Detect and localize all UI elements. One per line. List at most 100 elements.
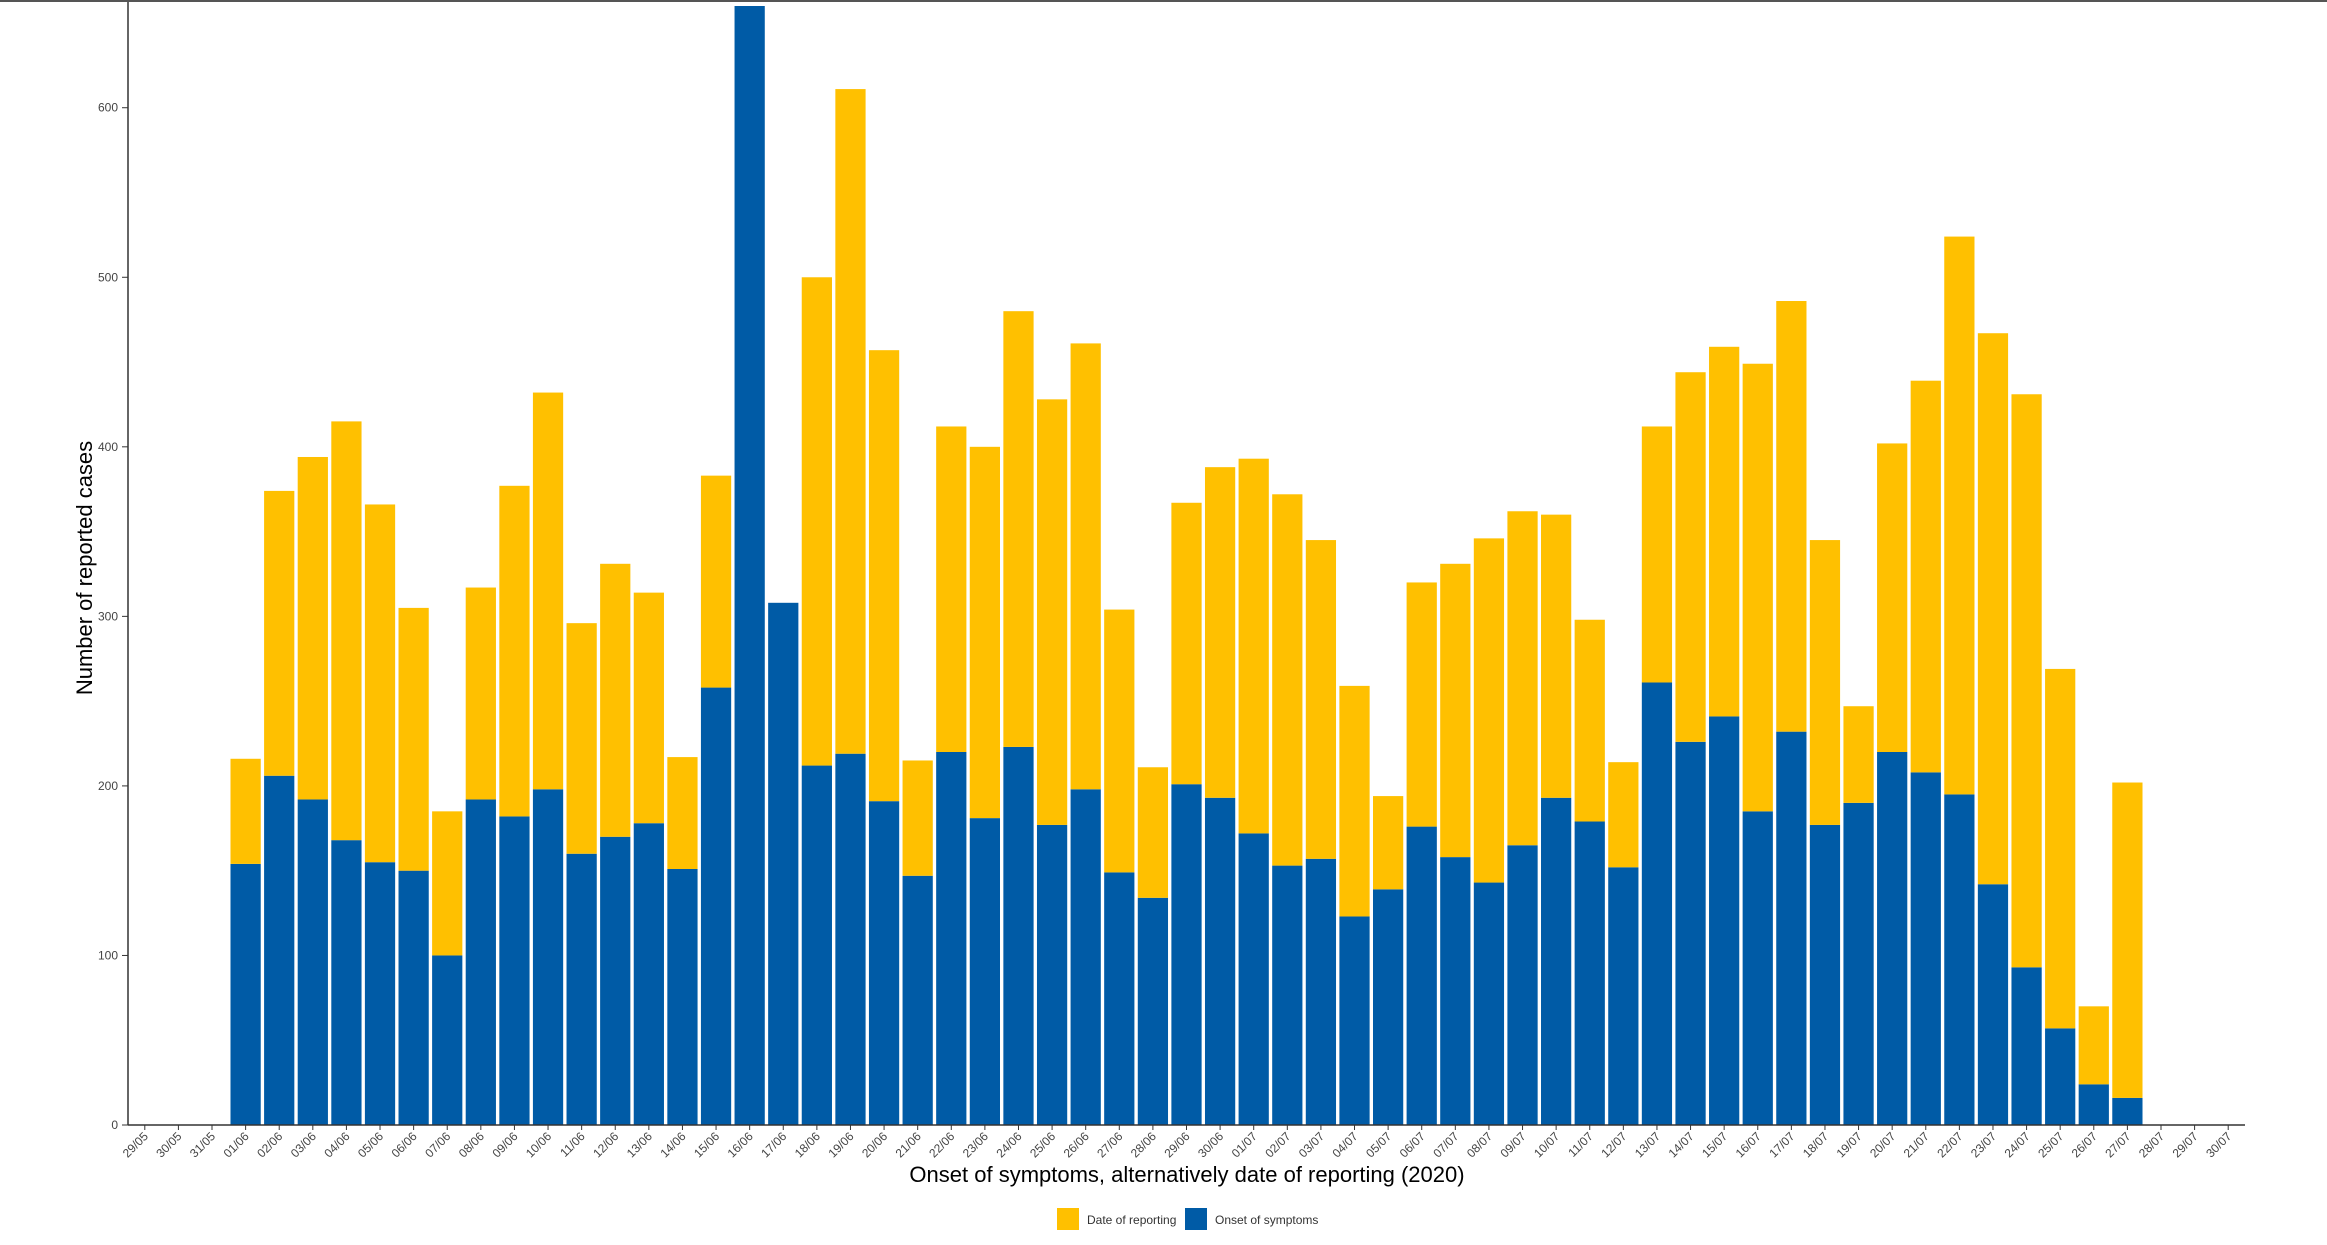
bar-onset-29-06 [1171,784,1202,1125]
x-tick-label: 07/06 [422,1129,453,1160]
bar-reporting-17-07 [1776,301,1807,732]
bar-reporting-05-06 [364,504,396,863]
x-tick-label: 10/06 [523,1129,554,1160]
x-tick-label: 26/07 [2069,1129,2100,1160]
y-tick-label: 100 [98,948,118,962]
bar-onset-06-06 [398,870,429,1125]
bar-onset-12-07 [1608,867,1639,1125]
x-tick-label: 28/07 [2136,1129,2167,1160]
x-tick-label: 03/06 [288,1129,319,1160]
x-tick-label: 16/06 [725,1129,756,1160]
bar-reporting-11-06 [566,623,597,854]
bar-reporting-27-07 [2112,782,2143,1098]
bar-reporting-23-07 [1977,333,2009,885]
bar-reporting-30-06 [1204,467,1236,798]
x-tick-label: 29/05 [120,1129,151,1160]
legend-label-reporting: Date of reporting [1087,1213,1176,1227]
bar-onset-18-07 [1809,824,1841,1125]
bar-reporting-11-07 [1574,619,1605,822]
bar-reporting-05-07 [1373,796,1404,890]
bar-onset-10-07 [1541,797,1572,1125]
x-tick-label: 19/07 [1834,1129,1865,1160]
x-tick-label: 25/06 [1027,1129,1058,1160]
bar-reporting-06-07 [1406,582,1437,827]
x-tick-label: 26/06 [1061,1129,1092,1160]
bar-onset-05-07 [1373,889,1404,1125]
bar-onset-19-07 [1843,802,1874,1125]
bar-reporting-07-07 [1440,563,1471,858]
bar-reporting-10-06 [532,392,564,790]
bar-onset-13-07 [1641,682,1673,1125]
x-axis-title: Onset of symptoms, alternatively date of… [909,1162,1464,1187]
x-tick-label: 18/06 [792,1129,823,1160]
bar-onset-23-06 [969,818,1000,1125]
x-tick-label: 19/06 [825,1129,856,1160]
bar-onset-26-06 [1070,789,1101,1125]
bar-reporting-24-06 [1003,311,1034,747]
bar-reporting-15-07 [1709,346,1740,717]
bar-onset-27-06 [1104,872,1135,1125]
bar-reporting-09-07 [1507,511,1538,846]
bar-reporting-22-06 [936,426,967,752]
bar-onset-15-06 [700,687,732,1125]
x-tick-label: 21/06 [893,1129,924,1160]
bar-reporting-08-06 [465,587,496,800]
bar-reporting-15-06 [700,475,732,688]
bar-onset-22-06 [936,752,967,1125]
x-tick-label: 01/06 [221,1129,252,1160]
bar-reporting-21-07 [1910,380,1941,773]
bar-reporting-21-06 [902,760,933,876]
bar-reporting-09-06 [499,485,530,817]
bar-onset-26-07 [2078,1084,2109,1125]
x-tick-label: 10/07 [1531,1129,1562,1160]
bar-onset-21-06 [902,875,933,1125]
bar-onset-30-06 [1204,797,1236,1125]
bar-reporting-16-07 [1742,363,1773,812]
x-tick-label: 16/07 [1733,1129,1764,1160]
bar-reporting-10-07 [1541,514,1572,798]
x-tick-label: 23/07 [1968,1129,1999,1160]
bar-onset-02-07 [1272,865,1303,1125]
bar-onset-25-07 [2045,1028,2076,1125]
y-tick-label: 500 [98,270,118,284]
x-tick-label: 29/06 [1161,1129,1192,1160]
bar-onset-03-06 [297,799,328,1125]
bar-reporting-18-06 [801,277,832,766]
x-tick-label: 02/07 [1262,1129,1293,1160]
bar-reporting-27-06 [1104,609,1135,873]
bar-onset-16-06 [734,6,765,1125]
bar-reporting-20-07 [1877,443,1908,752]
bar-reporting-20-06 [868,350,900,802]
bar-onset-18-06 [801,765,832,1125]
x-tick-label: 08/07 [1464,1129,1495,1160]
bar-reporting-26-07 [2078,1006,2109,1085]
bar-reporting-22-07 [1944,236,1975,795]
legend-swatch-onset [1185,1208,1207,1230]
x-tick-label: 18/07 [1800,1129,1831,1160]
bar-onset-17-06 [768,602,799,1125]
x-tick-label: 12/07 [1598,1129,1629,1160]
x-tick-label: 20/07 [1867,1129,1898,1160]
bar-reporting-01-07 [1238,458,1269,834]
x-tick-label: 27/07 [2102,1129,2133,1160]
bar-onset-08-06 [465,799,496,1125]
x-tick-label: 07/07 [1430,1129,1461,1160]
bar-onset-09-06 [499,816,530,1125]
bar-onset-20-07 [1877,752,1908,1125]
y-tick-label: 600 [98,101,118,115]
bar-reporting-14-06 [667,757,698,869]
bar-reporting-19-07 [1843,706,1874,803]
legend: Date of reporting Onset of symptoms [1057,1208,1318,1230]
bar-onset-25-06 [1036,824,1068,1125]
bar-onset-22-07 [1944,794,1975,1125]
x-tick-label: 01/07 [1229,1129,1260,1160]
bar-reporting-24-07 [2011,394,2042,968]
bar-onset-24-06 [1003,746,1034,1125]
x-tick-label: 06/07 [1397,1129,1428,1160]
x-tick-label: 12/06 [590,1129,621,1160]
x-tick-label: 23/06 [960,1129,991,1160]
bar-onset-14-07 [1675,741,1706,1125]
x-tick-label: 22/06 [926,1129,957,1160]
bar-onset-19-06 [835,753,866,1125]
